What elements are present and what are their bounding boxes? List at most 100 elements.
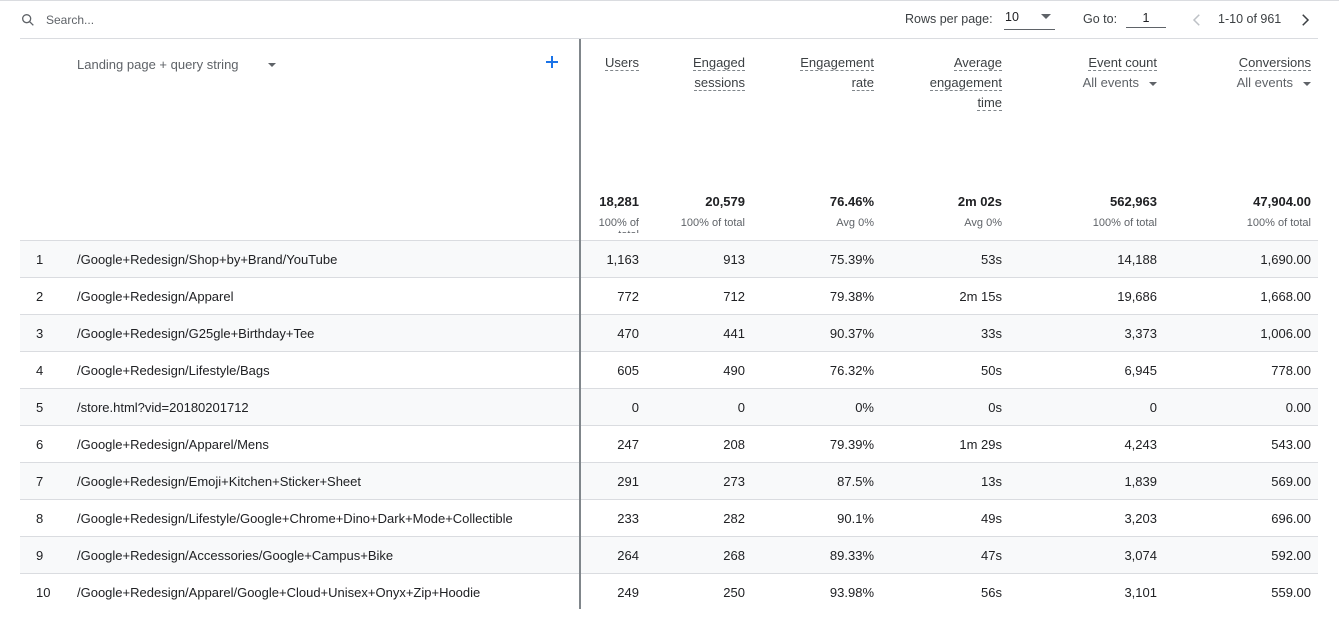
table-row[interactable]: 6/Google+Redesign/Apparel/Mens 247 208 79.3… xyxy=(20,425,1318,462)
landing-page-link[interactable]: /Google+Redesign/Emoji+Kitchen+Sticker+S… xyxy=(77,474,362,489)
metric-header[interactable]: Average engagement time xyxy=(929,53,1002,113)
metric-total: 562,963 xyxy=(1110,194,1157,209)
metric-cell: 696.00 xyxy=(1271,511,1311,526)
metric-cell: 56s xyxy=(981,585,1002,600)
row-number: 9 xyxy=(36,548,44,563)
metric-cell: 0 xyxy=(737,400,745,415)
metric-header-label[interactable]: sessions xyxy=(694,75,745,91)
table-row[interactable]: 7/Google+Redesign/Emoji+Kitchen+Sticker+… xyxy=(20,462,1318,499)
table-row[interactable]: 8/Google+Redesign/Lifestyle/Google+Chrom… xyxy=(20,499,1318,536)
metric-cell: 778.00 xyxy=(1271,363,1311,378)
landing-page-link[interactable]: /Google+Redesign/Accessories/Google+Camp… xyxy=(77,548,394,563)
metric-header[interactable]: Users xyxy=(605,53,639,73)
table-row[interactable]: 5/store.html?vid=20180201712 0 0 0% 0s 0 0.00 xyxy=(20,388,1318,425)
table-row[interactable]: 3/Google+Redesign/G25gle+Birthday+Tee 470… xyxy=(20,314,1318,351)
row-number: 6 xyxy=(36,437,44,452)
metric-cell: 0s xyxy=(988,400,1002,415)
caret-down-icon[interactable] xyxy=(268,63,276,67)
metric-cell: 33s xyxy=(981,326,1002,341)
metric-cell: 249 xyxy=(617,585,639,600)
metric-header-label[interactable]: Engagement xyxy=(800,55,874,71)
metric-header-label[interactable]: Event count xyxy=(1088,55,1157,71)
metric-header-label[interactable]: Engaged xyxy=(692,55,745,71)
search-input[interactable] xyxy=(46,11,346,29)
metric-total: 18,281 xyxy=(599,194,639,209)
table-row[interactable]: 9/Google+Redesign/Accessories/Google+Cam… xyxy=(20,536,1318,573)
table-toolbar: Rows per page: 10 Go to: 1-10 of 961 xyxy=(0,0,1339,38)
metric-cell: 268 xyxy=(723,548,745,563)
metric-cell: 208 xyxy=(723,437,745,452)
pagination-range: 1-10 of 961 xyxy=(1218,12,1282,26)
landing-page-link[interactable]: /Google+Redesign/Lifestyle/Google+Chrome… xyxy=(77,511,513,526)
landing-page-link[interactable]: /Google+Redesign/Apparel xyxy=(77,289,234,304)
metric-cell: 1,006.00 xyxy=(1260,326,1311,341)
metric-cell: 3,373 xyxy=(1124,326,1157,341)
metric-cell: 90.1% xyxy=(837,511,874,526)
metric-cell: 0 xyxy=(631,400,639,415)
metric-filter-label: All events xyxy=(1082,75,1139,90)
metric-total-share-clip: 100% of total xyxy=(581,209,641,233)
metric-cell: 3,074 xyxy=(1124,548,1157,563)
rows-per-page-value: 10 xyxy=(1005,10,1019,24)
table-row[interactable]: 4/Google+Redesign/Lifestyle/Bags 605 490 76… xyxy=(20,351,1318,388)
metric-header-label[interactable]: engagement xyxy=(929,75,1002,91)
chevron-right-icon[interactable] xyxy=(1296,11,1314,29)
dimension-header[interactable]: Landing page + query string xyxy=(77,57,239,72)
metric-cell: 53s xyxy=(981,252,1002,267)
landing-page-link[interactable]: /Google+Redesign/Shop+by+Brand/YouTube xyxy=(77,252,338,267)
metric-cell: 76.32% xyxy=(829,363,874,378)
metric-header[interactable]: Conversions All events xyxy=(1237,53,1311,93)
metric-cell: 605 xyxy=(617,363,639,378)
goto-label: Go to: xyxy=(1083,12,1118,26)
metric-header-label[interactable]: Conversions xyxy=(1238,55,1311,71)
caret-down-icon xyxy=(1041,14,1051,19)
metric-total-share: 100% of total xyxy=(1092,217,1157,229)
metric-header-label[interactable]: Users xyxy=(605,55,639,71)
metric-cell: 0 xyxy=(1149,400,1157,415)
metric-cell: 87.5% xyxy=(837,474,874,489)
metric-header-label[interactable]: time xyxy=(977,95,1002,111)
metric-cell: 470 xyxy=(617,326,639,341)
metric-cell: 1,668.00 xyxy=(1260,289,1311,304)
metric-header[interactable]: Engagement rate xyxy=(800,53,874,93)
metric-cell: 543.00 xyxy=(1271,437,1311,452)
caret-down-icon xyxy=(1149,81,1157,86)
add-dimension-button[interactable] xyxy=(542,52,562,72)
metric-total: 2m 02s xyxy=(957,194,1002,209)
row-number: 1 xyxy=(36,252,44,267)
table-row[interactable]: 2/Google+Redesign/Apparel 772 712 79.38% 2m … xyxy=(20,277,1318,314)
landing-page-link[interactable]: /Google+Redesign/Apparel/Mens xyxy=(77,437,269,452)
metric-cell: 273 xyxy=(723,474,745,489)
metric-cell: 250 xyxy=(723,585,745,600)
metric-header-label[interactable]: rate xyxy=(851,75,874,91)
metric-cell: 569.00 xyxy=(1271,474,1311,489)
table-row[interactable]: 1/Google+Redesign/Shop+by+Brand/YouTube 1… xyxy=(20,240,1318,277)
metric-cell: 913 xyxy=(723,252,745,267)
metric-filter-select[interactable]: All events xyxy=(1237,73,1311,93)
rows-per-page-select[interactable]: 10 xyxy=(1004,8,1055,30)
metric-cell: 4,243 xyxy=(1124,437,1157,452)
metric-cell: 75.39% xyxy=(829,252,874,267)
row-number: 8 xyxy=(36,511,44,526)
table-row[interactable]: 10/Google+Redesign/Apparel/Google+Cloud+… xyxy=(20,573,1318,609)
landing-page-link[interactable]: /Google+Redesign/Lifestyle/Bags xyxy=(77,363,270,378)
metric-cell: 47s xyxy=(981,548,1002,563)
metric-total-share: Avg 0% xyxy=(836,217,874,229)
metric-header[interactable]: Engaged sessions xyxy=(692,53,745,93)
landing-page-link[interactable]: /Google+Redesign/Apparel/Google+Cloud+Un… xyxy=(77,585,481,600)
row-number: 5 xyxy=(36,400,44,415)
metric-cell: 49s xyxy=(981,511,1002,526)
metric-cell: 6,945 xyxy=(1124,363,1157,378)
chevron-left-icon[interactable] xyxy=(1188,11,1206,29)
row-number: 2 xyxy=(36,289,44,304)
landing-page-link[interactable]: /Google+Redesign/G25gle+Birthday+Tee xyxy=(77,326,315,341)
metric-filter-select[interactable]: All events xyxy=(1083,73,1157,93)
goto-page-input[interactable] xyxy=(1126,8,1166,28)
metric-cell: 712 xyxy=(723,289,745,304)
metric-cell: 90.37% xyxy=(829,326,874,341)
metric-header[interactable]: Event count All events xyxy=(1083,53,1157,93)
row-number: 10 xyxy=(36,585,51,600)
rows-per-page-label: Rows per page: xyxy=(905,12,993,26)
metric-header-label[interactable]: Average xyxy=(953,55,1002,71)
landing-page-link[interactable]: /store.html?vid=20180201712 xyxy=(77,400,249,415)
